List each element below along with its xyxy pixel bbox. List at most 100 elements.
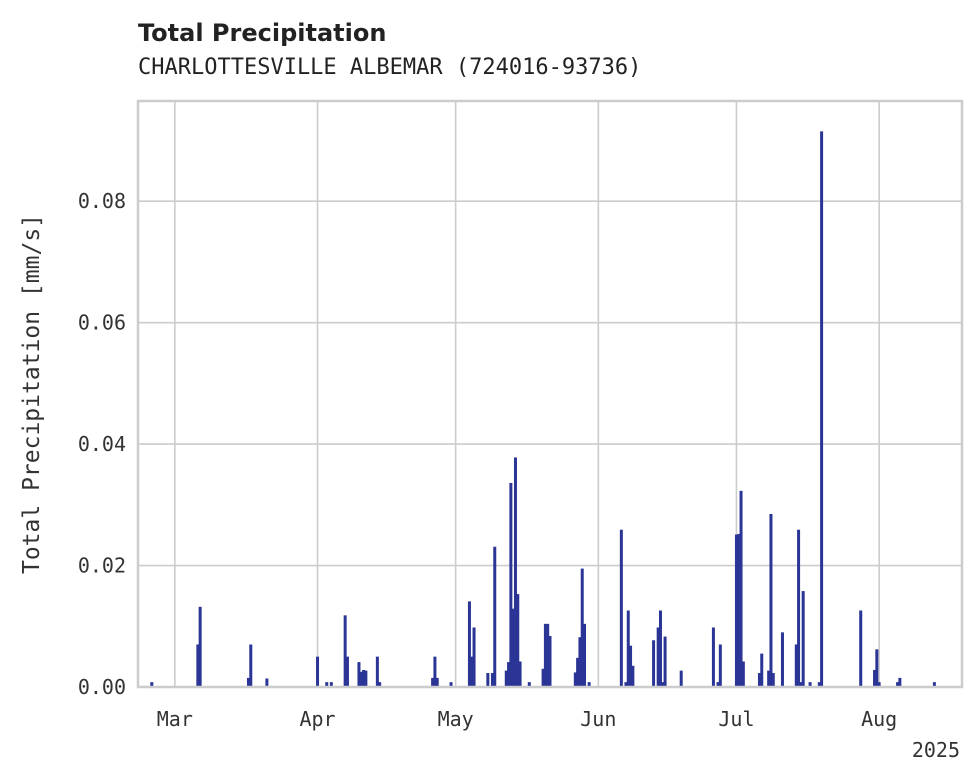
- precipitation-bar: [820, 131, 824, 688]
- grid: [138, 101, 962, 688]
- precipitation-bar: [472, 627, 476, 687]
- precipitation-bar: [718, 644, 722, 687]
- precipitation-bar: [198, 606, 202, 687]
- precipitation-bar: [516, 594, 520, 687]
- precipitation-bar: [716, 682, 720, 687]
- precipitation-bar: [932, 682, 936, 687]
- precipitation-bar: [467, 601, 471, 687]
- precipitation-bar: [375, 656, 379, 687]
- y-tick-label: 0.00: [78, 675, 126, 699]
- precipitation-bar: [583, 623, 587, 687]
- x-tick-label: May: [438, 707, 474, 731]
- x-tick-label: Apr: [299, 707, 335, 731]
- precipitation-bar: [486, 673, 490, 687]
- precipitation-bar: [877, 682, 881, 687]
- x-tick-label: Jun: [580, 707, 616, 731]
- precipitation-bar: [817, 682, 821, 687]
- precipitation-bar: [656, 627, 660, 687]
- y-tick-label: 0.04: [78, 432, 126, 456]
- precipitation-bar: [797, 529, 801, 687]
- precipitation-bar: [578, 637, 582, 687]
- precipitation-bar: [150, 682, 154, 687]
- precipitation-bar: [345, 656, 349, 687]
- precipitation-bar: [619, 529, 623, 687]
- y-tick-label: 0.06: [78, 311, 126, 335]
- precipitation-bar: [513, 457, 517, 687]
- precipitation-bar: [799, 682, 803, 687]
- precipitation-bar: [364, 670, 368, 687]
- precipitation-bar: [548, 635, 552, 687]
- precipitation-bar: [449, 682, 453, 687]
- chart-subtitle: CHARLOTTESVILLE ALBEMAR (724016-93736): [138, 55, 641, 80]
- precipitation-bar: [435, 677, 439, 687]
- precipitation-bar: [504, 670, 508, 687]
- precipitation-bar: [509, 482, 513, 687]
- precipitation-bar: [771, 673, 775, 687]
- precipitation-bar: [431, 677, 435, 687]
- chart-title: Total Precipitation: [138, 19, 386, 47]
- precipitation-bar: [801, 591, 805, 687]
- precipitation-bar: [734, 534, 738, 687]
- precipitation-bar: [493, 546, 497, 687]
- y-axis-ticks: 0.00 0.02 0.04 0.06 0.08: [78, 189, 126, 699]
- precipitation-bar: [378, 682, 382, 687]
- precipitation-bar: [527, 682, 531, 687]
- precipitation-bar: [663, 636, 667, 687]
- precipitation-bar: [546, 623, 550, 687]
- precipitation-bar: [316, 656, 320, 687]
- precipitation-bar: [794, 644, 798, 687]
- precipitation-bar: [265, 678, 269, 687]
- precipitation-bar: [357, 662, 361, 687]
- x-tick-label: Aug: [861, 707, 897, 731]
- y-axis-label: Total Precipitation [mm/s]: [19, 214, 45, 574]
- x-axis-ticks: Mar Apr May Jun Jul Aug: [157, 707, 897, 731]
- x-tick-label: Jul: [718, 707, 754, 731]
- precipitation-bar: [767, 670, 771, 687]
- precipitation-bar: [490, 673, 494, 687]
- y-tick-label: 0.02: [78, 554, 126, 578]
- precipitation-bar: [470, 656, 474, 687]
- precipitation-bar: [769, 513, 773, 687]
- precipitation-bar: [626, 610, 630, 687]
- precipitation-bar: [658, 610, 662, 687]
- precipitation-bar: [739, 490, 743, 687]
- precipitation-bar: [873, 669, 877, 687]
- precipitation-bar: [511, 608, 515, 687]
- y-tick-label: 0.08: [78, 189, 126, 213]
- precipitation-bar: [362, 669, 366, 687]
- precipitation-bar: [875, 649, 879, 687]
- precipitation-bar: [859, 610, 863, 687]
- precipitation-bar: [780, 632, 784, 687]
- x-tick-label: Mar: [157, 707, 193, 731]
- precipitation-bar: [249, 644, 253, 687]
- precipitation-bar: [629, 645, 633, 687]
- precipitation-bar: [507, 662, 511, 687]
- precipitation-bar: [325, 682, 329, 687]
- year-label: 2025: [912, 738, 960, 762]
- precipitation-bar: [518, 661, 522, 687]
- precipitation-bar: [329, 682, 333, 687]
- precipitation-bar: [543, 623, 547, 687]
- precipitation-bar: [359, 671, 363, 687]
- precipitation-bar: [196, 644, 200, 687]
- precipitation-bar: [433, 656, 437, 687]
- precipitation-bar: [741, 661, 745, 687]
- precipitation-bar: [541, 668, 545, 687]
- precipitation-bar: [808, 682, 812, 687]
- precipitation-bar: [587, 682, 591, 687]
- precipitation-bar: [580, 568, 584, 687]
- precipitation-bar: [652, 640, 656, 687]
- precipitation-bar: [737, 533, 741, 687]
- precipitation-bar: [246, 677, 250, 687]
- precipitation-bar: [661, 682, 665, 687]
- precipitation-bar: [679, 670, 683, 687]
- precipitation-bar: [760, 653, 764, 687]
- precipitation-bar: [624, 682, 628, 687]
- precipitation-bars: [150, 131, 936, 688]
- precipitation-bar: [576, 657, 580, 687]
- precipitation-bar: [343, 615, 347, 687]
- precipitation-bar: [711, 627, 715, 687]
- precipitation-bar: [573, 672, 577, 687]
- precipitation-bar: [898, 677, 902, 687]
